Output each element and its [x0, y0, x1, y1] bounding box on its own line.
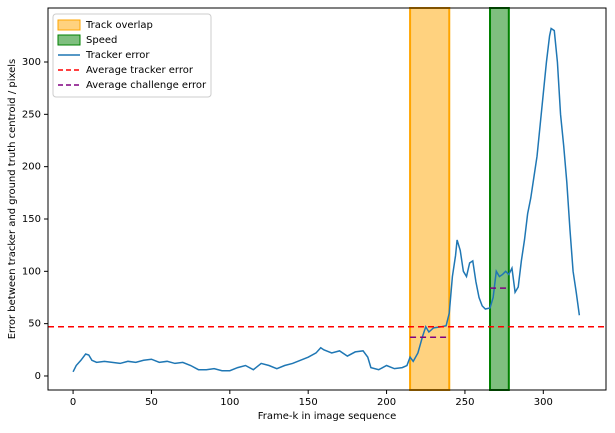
y-tick-label: 50 — [28, 319, 41, 330]
x-tick-label: 300 — [534, 397, 553, 408]
x-tick-label: 250 — [455, 397, 474, 408]
x-axis-label: Frame-k in image sequence — [258, 411, 397, 422]
legend-swatch — [57, 34, 81, 46]
y-tick-label: 100 — [22, 266, 41, 277]
y-tick-label: 0 — [35, 371, 41, 382]
legend-label: Track overlap — [85, 20, 153, 31]
y-tick-label: 300 — [22, 57, 41, 68]
x-tick-label: 50 — [145, 397, 158, 408]
span — [489, 7, 510, 391]
x-tick-label: 150 — [299, 397, 318, 408]
x-tick-label: 200 — [377, 397, 396, 408]
y-tick-label: 250 — [22, 109, 41, 120]
plot-frame — [47, 7, 607, 391]
legend-label: Average challenge error — [86, 80, 207, 91]
legend-label: Tracker error — [85, 50, 150, 61]
legend-box — [52, 13, 212, 98]
tracker-line — [72, 27, 581, 373]
y-tick-label: 150 — [22, 214, 41, 225]
y-tick-label: 200 — [22, 162, 41, 173]
legend-label: Average tracker error — [86, 65, 194, 76]
span — [409, 7, 451, 391]
legend-swatch — [57, 19, 81, 31]
y-axis-label: Error between tracker and ground truth c… — [7, 59, 18, 340]
x-tick-label: 0 — [70, 397, 76, 408]
x-tick-label: 100 — [220, 397, 239, 408]
legend-label: Speed — [86, 35, 117, 46]
